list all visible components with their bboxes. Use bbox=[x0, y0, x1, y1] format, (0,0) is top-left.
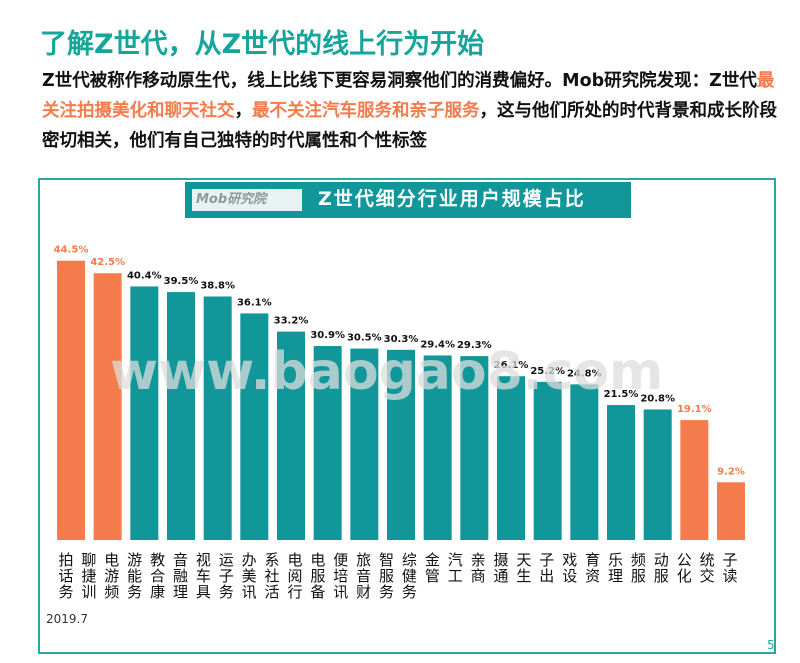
bar bbox=[387, 349, 415, 540]
intro-part: ， bbox=[234, 101, 253, 121]
x-tick-label: 频服 bbox=[630, 551, 646, 585]
value-label: 21.5% bbox=[604, 389, 639, 400]
value-label: 40.4% bbox=[127, 270, 162, 281]
page-number: 5 bbox=[767, 638, 775, 652]
intro-text: Z世代被称作移动原生代，线上比线下更容易洞察他们的消费偏好。Mob研究院发现：Z… bbox=[42, 66, 777, 156]
value-label: 24.8% bbox=[567, 368, 602, 379]
bar bbox=[497, 376, 525, 540]
x-tick-label: 子读 bbox=[722, 551, 738, 585]
value-label: 25.2% bbox=[530, 366, 565, 377]
x-tick-label: 电阅行 bbox=[287, 551, 303, 601]
x-tick-label: 旅音财 bbox=[356, 551, 372, 601]
value-label: 30.5% bbox=[347, 333, 382, 344]
value-label: 33.2% bbox=[274, 316, 309, 327]
x-tick-label: 音融理 bbox=[172, 551, 188, 601]
x-tick-label: 摄通 bbox=[493, 551, 509, 585]
x-tick-label: 智服务 bbox=[379, 551, 395, 601]
bar bbox=[203, 296, 232, 540]
bar bbox=[57, 260, 85, 540]
x-tick-label: 教合康 bbox=[150, 551, 166, 601]
bar bbox=[167, 292, 195, 540]
value-label: 29.3% bbox=[457, 340, 492, 351]
x-tick-label: 育资 bbox=[585, 551, 601, 585]
bar bbox=[313, 346, 342, 540]
value-label: 39.5% bbox=[164, 276, 199, 287]
x-tick-label: 天生 bbox=[516, 551, 532, 585]
value-label: 36.1% bbox=[237, 297, 272, 308]
x-tick-label: 乐理 bbox=[608, 551, 624, 585]
value-label: 20.8% bbox=[640, 393, 675, 404]
value-label: 26.1% bbox=[494, 360, 529, 371]
bar bbox=[607, 405, 635, 540]
bar bbox=[643, 409, 672, 540]
chart-frame bbox=[38, 178, 776, 654]
x-tick-label: 电服备 bbox=[310, 551, 326, 601]
intro-part: Z世代被称作移动原生代，线上比线下更容易洞察他们的消费偏好。Mob研究院发现：Z… bbox=[42, 71, 757, 91]
x-tick-label: 视车具 bbox=[195, 551, 211, 601]
x-tick-label: 聊捷训 bbox=[81, 551, 97, 601]
value-label: 29.4% bbox=[420, 339, 455, 350]
bar bbox=[240, 313, 269, 540]
intro-highlight: 最不关注汽车服务和亲子服务 bbox=[252, 101, 480, 121]
bar bbox=[533, 381, 562, 540]
value-label: 42.5% bbox=[90, 257, 125, 268]
intro-highlight: 最关注拍摄美化和聊天社交 bbox=[42, 71, 775, 121]
value-label: 44.5% bbox=[54, 245, 89, 256]
bar bbox=[277, 331, 305, 540]
value-label: 19.1% bbox=[677, 404, 712, 415]
x-tick-label: 拍话务 bbox=[58, 551, 74, 601]
x-tick-label: 电游频 bbox=[104, 551, 120, 601]
x-tick-label: 便培讯 bbox=[333, 551, 349, 601]
x-tick-label: 办美讯 bbox=[241, 551, 257, 601]
value-label: 9.2% bbox=[717, 466, 745, 477]
bar bbox=[717, 482, 745, 540]
x-tick-label: 统交 bbox=[699, 551, 715, 585]
slide-title: 了解Z世代，从Z世代的线上行为开始 bbox=[40, 29, 485, 60]
x-tick-label: 游能务 bbox=[127, 551, 143, 601]
x-tick-label: 汽工 bbox=[447, 551, 463, 585]
date: 2019.7 bbox=[46, 612, 88, 626]
value-label: 30.9% bbox=[310, 330, 345, 341]
bar bbox=[570, 384, 599, 540]
x-tick-label: 戏设 bbox=[562, 551, 578, 585]
logo: Mob研究院 bbox=[192, 189, 302, 211]
value-label: 38.8% bbox=[200, 280, 235, 291]
chart-title: Z世代细分行业用户规模占比 bbox=[318, 188, 586, 210]
x-tick-label: 公化 bbox=[676, 551, 692, 585]
x-tick-label: 系社活 bbox=[264, 551, 280, 601]
intro-part: ，这与他们所处的时代背景和成长阶段密切相关，他们有自己独特的时代属性和个性标签 bbox=[42, 101, 777, 151]
bar bbox=[350, 348, 379, 540]
bar bbox=[460, 356, 489, 540]
bar bbox=[423, 355, 452, 540]
x-tick-label: 亲商 bbox=[470, 551, 486, 585]
x-tick-label: 综健务 bbox=[401, 551, 417, 601]
x-tick-label: 金管 bbox=[424, 551, 440, 585]
x-tick-label: 子出 bbox=[539, 551, 555, 585]
watermark: www.baogao8.com bbox=[110, 342, 664, 402]
x-tick-label: 运子务 bbox=[218, 551, 234, 601]
bar bbox=[93, 273, 122, 540]
value-label: 30.3% bbox=[384, 334, 419, 345]
bar bbox=[130, 286, 159, 540]
bar bbox=[680, 420, 709, 540]
x-tick-label: 动服 bbox=[653, 551, 669, 585]
